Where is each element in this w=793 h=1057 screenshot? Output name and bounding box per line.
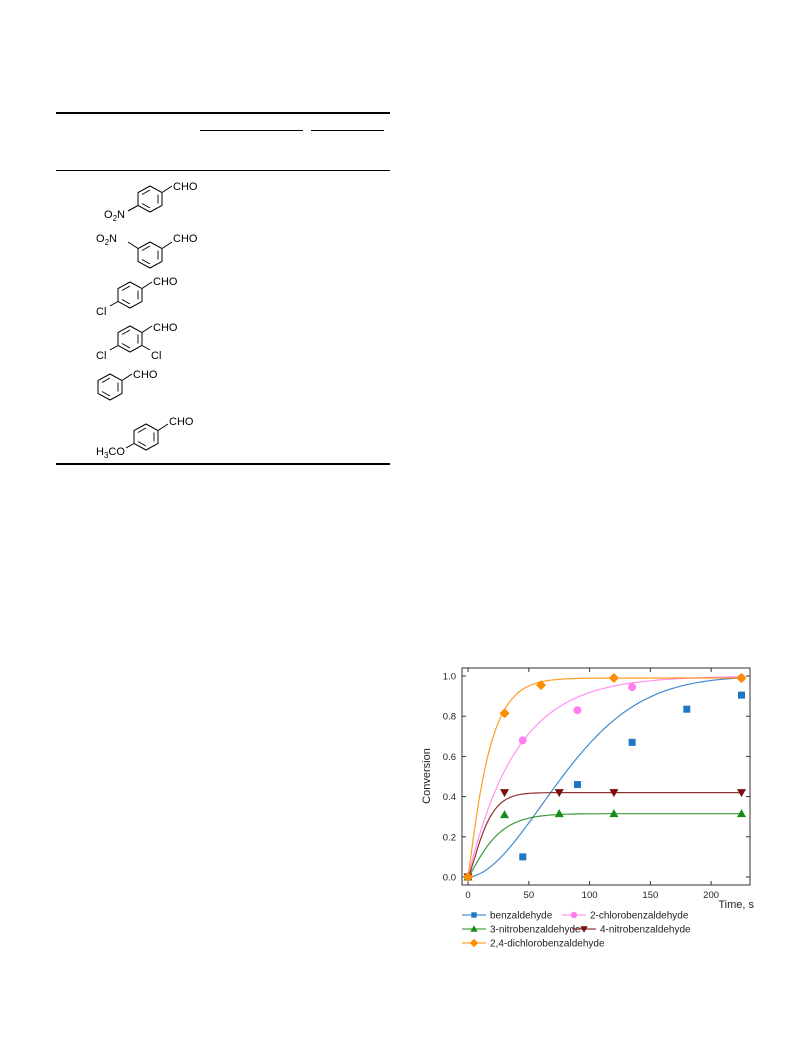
structure-3-nitrobenzaldehyde: CHO O2N xyxy=(96,233,198,269)
data-point-4-nitrobenzaldehyde xyxy=(736,789,746,798)
sub-label: Cl xyxy=(96,306,106,318)
legend-marker xyxy=(470,925,478,932)
data-point-benzaldehyde xyxy=(573,781,581,789)
y-axis-title: Conversion xyxy=(421,748,433,804)
y-tick-label: 1.0 xyxy=(443,672,456,683)
data-point-4-nitrobenzaldehyde xyxy=(554,789,564,798)
data-point-2,4-dichlorobenzaldehyde xyxy=(535,680,546,691)
data-point-3-nitrobenzaldehyde xyxy=(736,809,746,818)
substrate-structure-table: CHO O2N CHO O2N CHO Cl CHO Cl Cl xyxy=(96,181,198,460)
table-group-rule-2 xyxy=(311,130,384,131)
y-tick-label: 0.0 xyxy=(443,872,456,883)
structure-2-4-dichlorobenzaldehyde: CHO Cl Cl xyxy=(96,322,178,362)
legend-label: 4-nitrobenzaldehyde xyxy=(600,925,691,936)
fit-curve-2,4-dichlorobenzaldehyde xyxy=(467,677,741,878)
y-tick-label: 0.6 xyxy=(443,752,456,763)
structure-4-methoxybenzaldehyde: CHO H3CO xyxy=(96,416,194,460)
data-point-benzaldehyde xyxy=(737,691,745,699)
data-point-2,4-dichlorobenzaldehyde xyxy=(608,673,619,684)
structure-4-nitrobenzaldehyde: CHO O2N xyxy=(104,181,198,223)
sub-label: CHO xyxy=(169,416,194,428)
sub-label: CHO xyxy=(153,276,178,288)
sub-label: CHO xyxy=(133,369,158,381)
legend: benzaldehyde 2-chlorobenzaldehyde 3-nitrob… xyxy=(462,911,691,950)
sub-label: CHO xyxy=(173,233,198,245)
table-top-rule xyxy=(56,112,390,114)
fit-curve-benzaldehyde xyxy=(468,677,741,878)
y-tick-label: 0.2 xyxy=(443,832,456,843)
sub-label: O2N xyxy=(96,233,117,247)
legend-marker xyxy=(570,911,578,919)
plot-frame xyxy=(461,667,751,886)
data-point-2-chlorobenzaldehyde xyxy=(518,736,527,745)
y-tick-label: 0.4 xyxy=(443,792,456,803)
table-group-rule-1 xyxy=(200,130,303,131)
legend-marker xyxy=(580,926,588,933)
table-header-rule xyxy=(56,170,390,171)
sub-label: CHO xyxy=(153,322,178,334)
fit-curves xyxy=(467,676,741,878)
legend-label: 3-nitrobenzaldehyde xyxy=(490,925,581,936)
sub-label: Cl xyxy=(151,350,161,362)
x-tick-label: 50 xyxy=(524,890,535,901)
sub-label: O2N xyxy=(104,209,125,223)
legend-marker xyxy=(469,938,479,948)
table-bottom-rule xyxy=(56,463,390,465)
data-point-2,4-dichlorobenzaldehyde xyxy=(463,871,474,882)
fit-curve-3-nitrobenzaldehyde xyxy=(467,813,741,878)
data-point-2-chlorobenzaldehyde xyxy=(628,683,637,692)
data-markers xyxy=(463,673,747,882)
sub-label: H3CO xyxy=(96,446,125,460)
fit-curve-4-nitrobenzaldehyde xyxy=(467,792,741,878)
data-point-4-nitrobenzaldehyde xyxy=(500,789,510,798)
x-tick-label: 100 xyxy=(582,890,598,901)
structure-4-chlorobenzaldehyde: CHO Cl xyxy=(96,276,178,318)
data-point-4-nitrobenzaldehyde xyxy=(609,789,619,798)
x-tick-label: 0 xyxy=(465,890,470,901)
x-tick-label: 150 xyxy=(642,890,658,901)
y-tick-label: 0.8 xyxy=(443,712,456,723)
axes: 0 50 100 150 200 0.0 0.2 0.4 0.6 0.8 1.0 xyxy=(443,668,750,901)
legend-label: 2,4-dichlorobenzaldehyde xyxy=(490,939,605,950)
x-axis-title: Time, s xyxy=(718,899,754,911)
conversion-vs-time-chart: 0 50 100 150 200 0.0 0.2 0.4 0.6 0.8 1.0 Conversio… xyxy=(421,667,754,950)
data-point-2-chlorobenzaldehyde xyxy=(573,706,582,715)
data-point-3-nitrobenzaldehyde xyxy=(609,809,619,818)
data-point-benzaldehyde xyxy=(519,853,527,861)
data-point-3-nitrobenzaldehyde xyxy=(554,809,564,818)
data-point-benzaldehyde xyxy=(683,705,691,713)
structure-benzaldehyde: CHO xyxy=(97,369,158,401)
sub-label: CHO xyxy=(173,181,198,193)
legend-marker xyxy=(471,912,477,918)
fit-curve-2-chlorobenzaldehyde xyxy=(467,676,741,878)
data-point-benzaldehyde xyxy=(628,738,636,746)
legend-label: benzaldehyde xyxy=(490,911,553,922)
legend-label: 2-chlorobenzaldehyde xyxy=(590,911,689,922)
data-point-3-nitrobenzaldehyde xyxy=(500,810,510,819)
x-tick-label: 200 xyxy=(703,890,719,901)
data-point-2,4-dichlorobenzaldehyde xyxy=(499,708,510,719)
data-point-2,4-dichlorobenzaldehyde xyxy=(736,673,747,684)
sub-label: Cl xyxy=(96,350,106,362)
